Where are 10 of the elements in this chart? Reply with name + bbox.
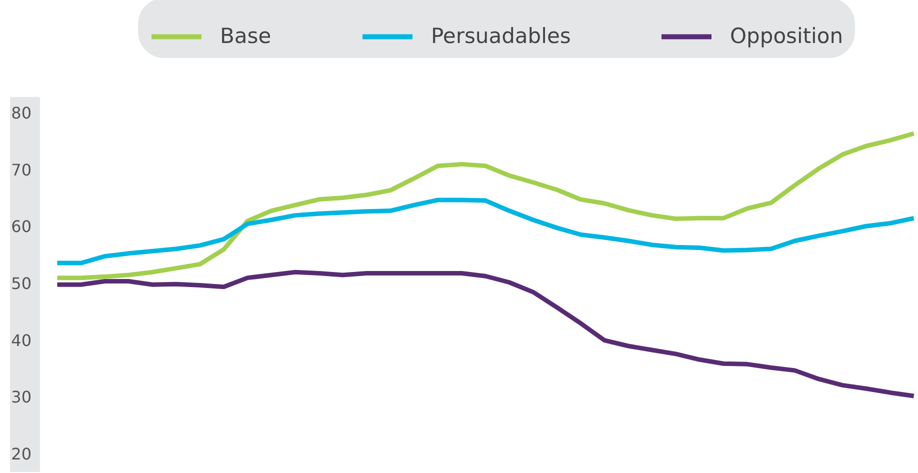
y-tick-label: 20 (11, 444, 32, 464)
y-tick-label: 50 (11, 274, 32, 293)
y-tick-label: 40 (11, 330, 32, 350)
y-tick-label: 60 (11, 217, 32, 236)
legend-label: Opposition (730, 24, 844, 48)
y-tick-label: 70 (11, 160, 32, 180)
legend-label: Base (220, 24, 272, 48)
y-tick-label: 80 (11, 104, 32, 123)
legend-label: Persuadables (431, 24, 571, 48)
y-tick-label: 30 (11, 388, 32, 407)
